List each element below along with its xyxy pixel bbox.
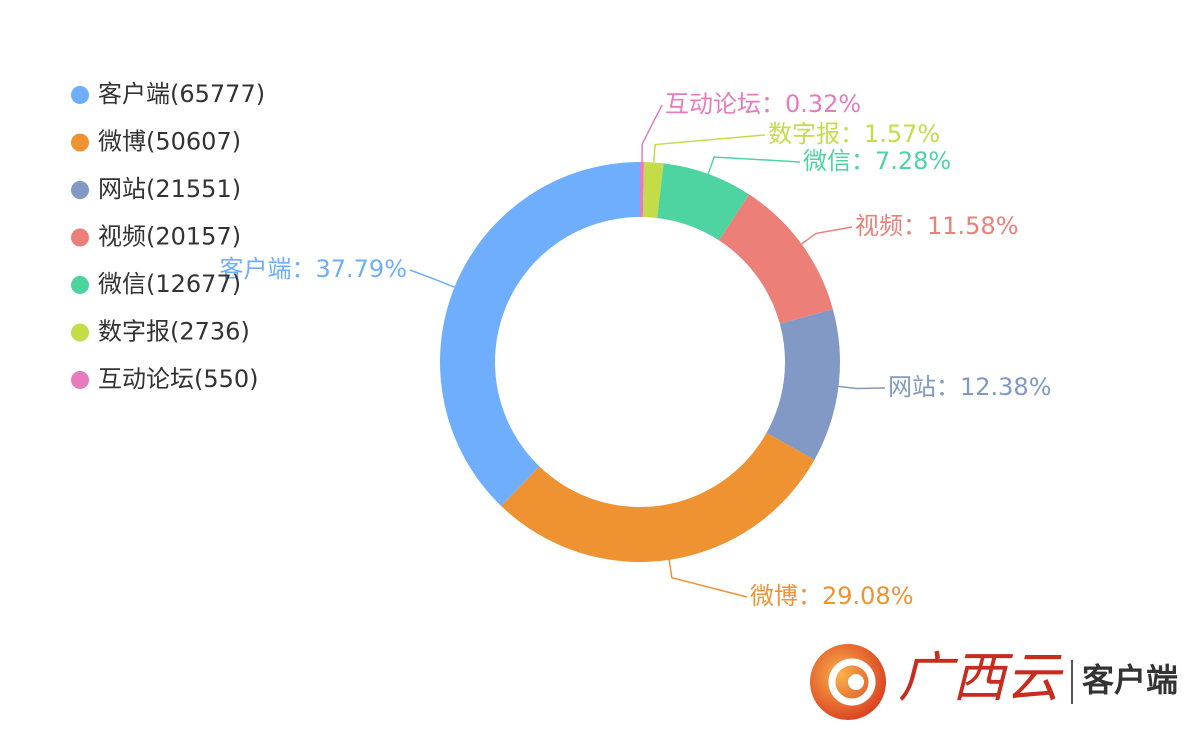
donut-slice <box>501 432 815 562</box>
data-label: 微博：29.08% <box>750 582 914 610</box>
donut-slice <box>439 162 640 506</box>
leader-line <box>641 104 663 163</box>
legend-marker <box>71 276 89 294</box>
leader-line <box>707 156 801 175</box>
legend-label: 数字报(2736) <box>98 318 250 346</box>
legend-marker <box>71 228 89 247</box>
leader-line <box>653 134 766 163</box>
legend-marker <box>71 133 89 152</box>
logo-suffix: 客户端 <box>1082 661 1178 699</box>
data-label: 微信：7.28% <box>803 147 951 175</box>
legend-label: 客户端(65777) <box>98 80 265 108</box>
data-label: 网站：12.38% <box>888 373 1052 401</box>
legend-marker <box>71 86 89 104</box>
legend-marker <box>71 323 89 342</box>
donut-slice <box>642 162 664 219</box>
donut-slice <box>640 162 644 218</box>
logo: 广西云 客户端 <box>810 644 1178 720</box>
legend-label: 视频(20157) <box>98 223 241 251</box>
donut-slice <box>657 163 749 241</box>
logo-icon-swirl <box>828 658 876 706</box>
donut-slice <box>719 194 833 324</box>
logo-brand: 广西云 <box>898 646 1064 709</box>
data-label: 互动论坛：0.32% <box>665 90 861 118</box>
data-label: 视频：11.58% <box>855 212 1019 240</box>
leader-line <box>801 226 853 245</box>
legend-label: 互动论坛(550) <box>98 365 259 393</box>
legend-label: 微信(12677) <box>98 270 241 298</box>
leader-line <box>409 269 455 288</box>
legend-label: 微博(50607) <box>98 128 241 156</box>
legend-marker <box>71 371 89 389</box>
leader-line <box>668 559 748 598</box>
leader-line <box>838 385 886 390</box>
data-label: 客户端：37.79% <box>219 255 407 283</box>
donut-slice <box>766 309 840 460</box>
data-label: 数字报：1.57% <box>768 120 940 148</box>
legend-marker <box>71 181 89 199</box>
legend-label: 网站(21551) <box>98 175 241 203</box>
logo-icon-dot <box>848 674 864 690</box>
